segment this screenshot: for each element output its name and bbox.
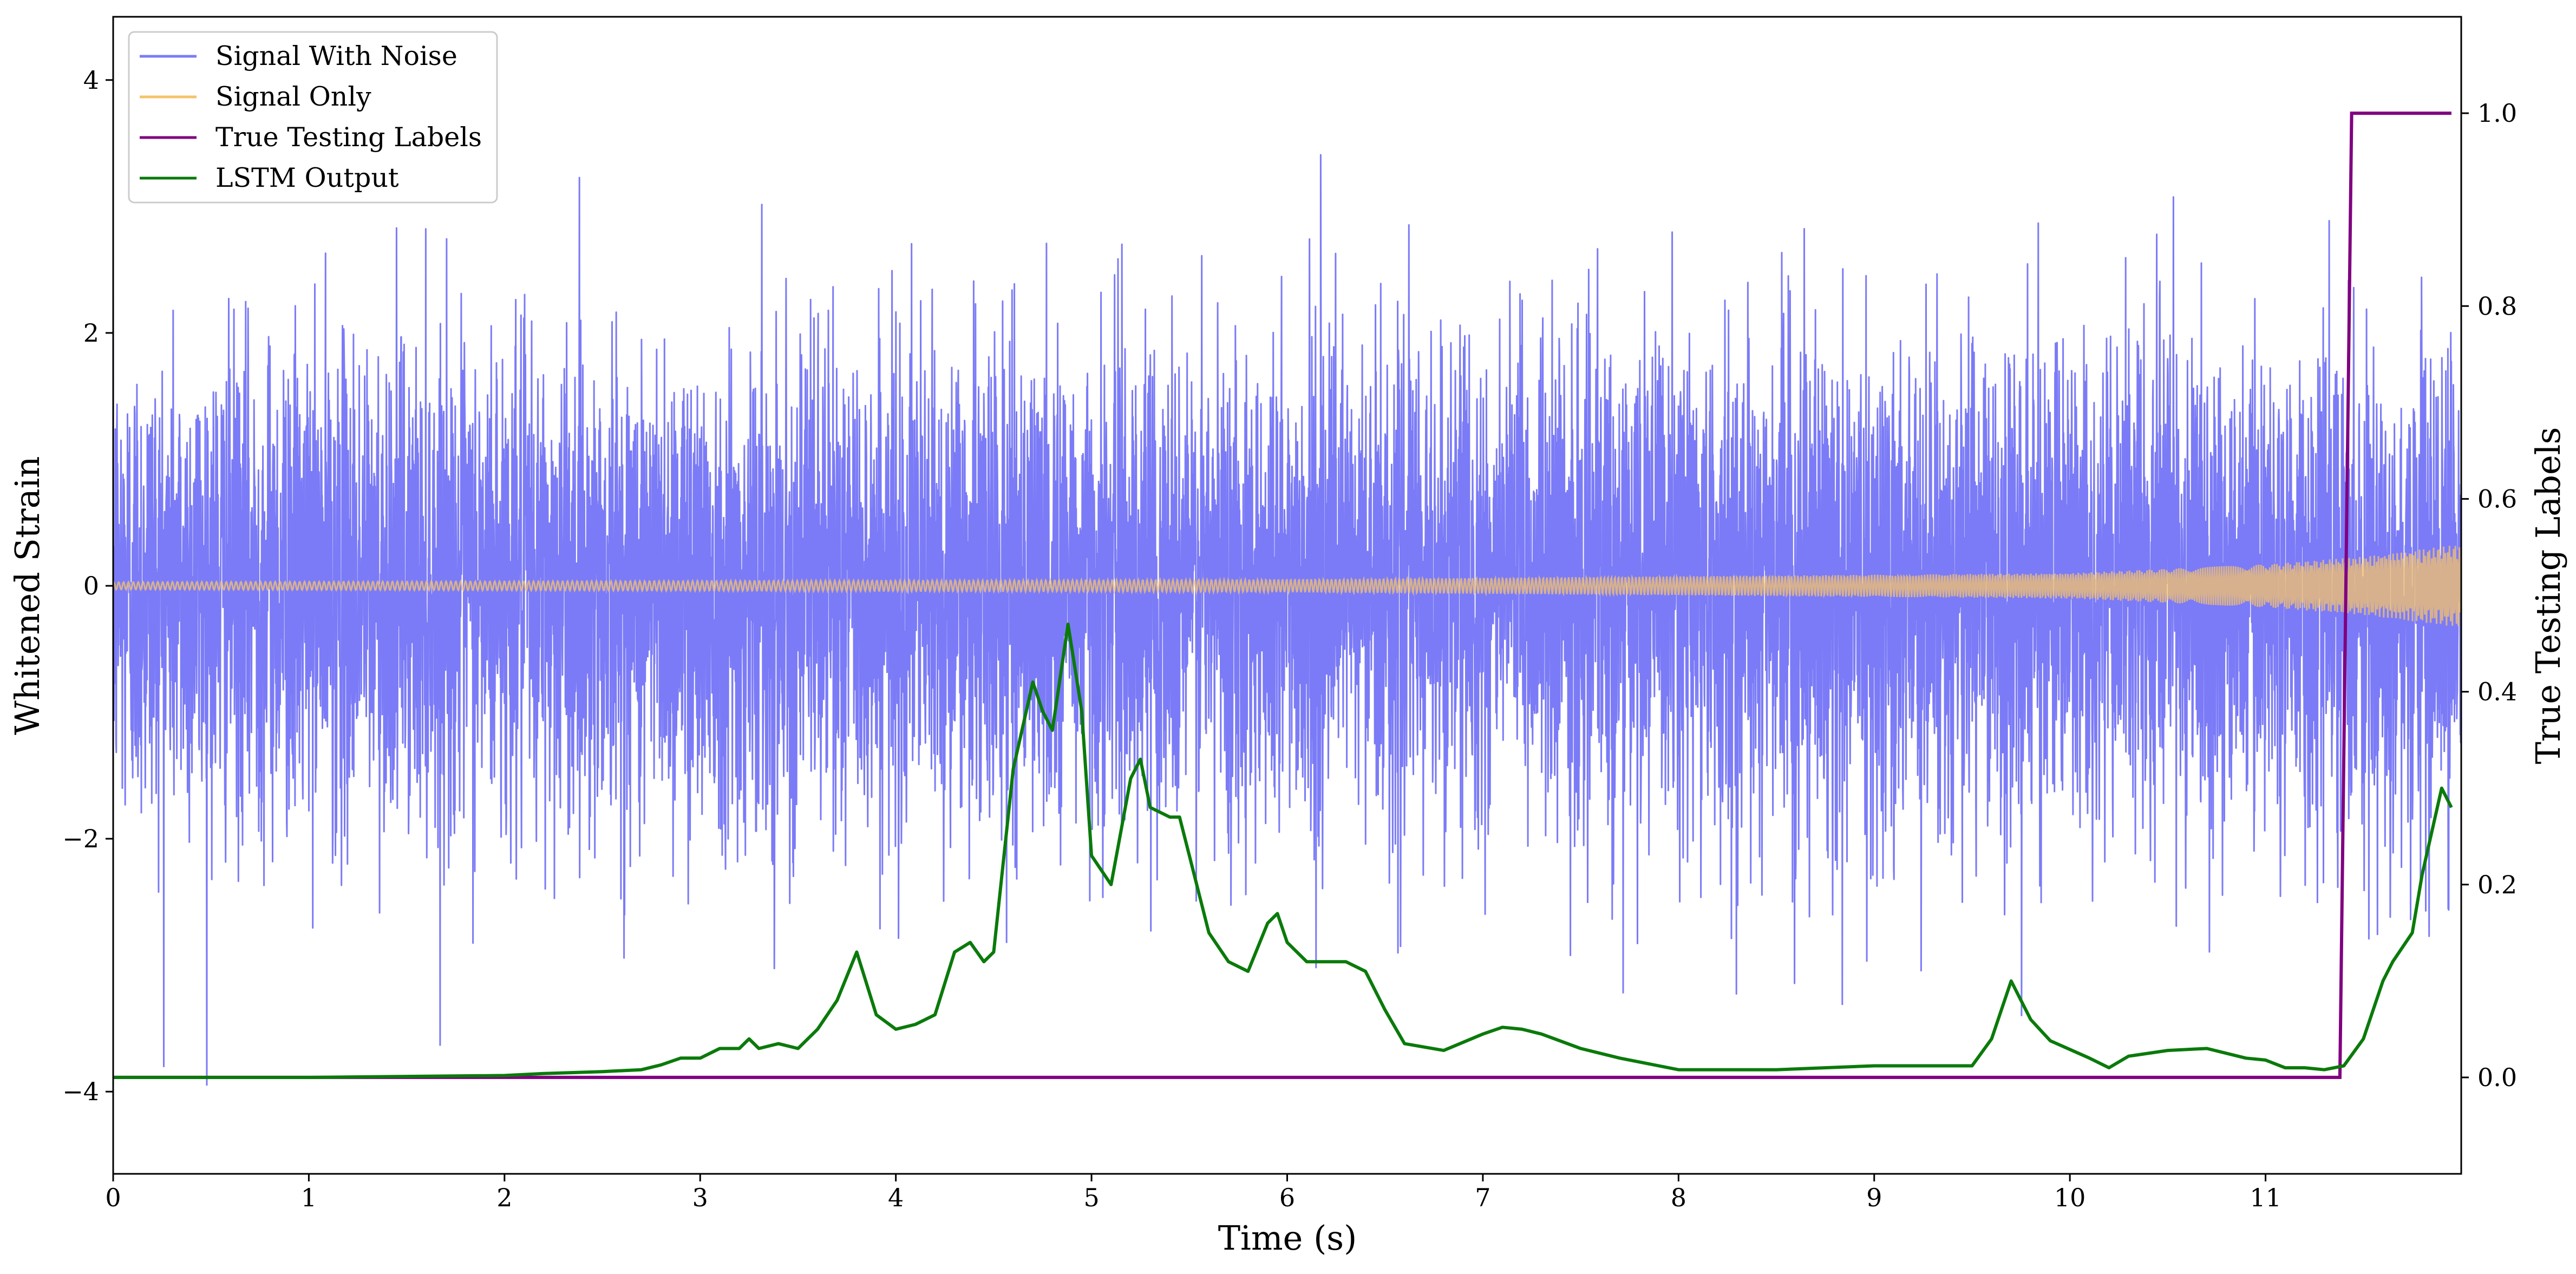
x-tick-label: 6 bbox=[1279, 1183, 1295, 1212]
series-signal-with-noise bbox=[113, 154, 2461, 1086]
x-tick-label: 5 bbox=[1083, 1183, 1099, 1212]
y-tick-label: −4 bbox=[62, 1077, 99, 1106]
y-tick-label: −2 bbox=[62, 824, 99, 853]
x-tick-label: 10 bbox=[2054, 1183, 2086, 1212]
legend-label-true-testing-labels: True Testing Labels bbox=[215, 122, 482, 153]
x-tick-label: 11 bbox=[2250, 1183, 2281, 1212]
x-tick-label: 1 bbox=[301, 1183, 317, 1212]
y2-tick-label: 0.2 bbox=[2477, 870, 2517, 899]
legend-label-signal-only: Signal Only bbox=[215, 81, 371, 112]
y-axis-label: Whitened Strain bbox=[8, 456, 47, 735]
legend-box bbox=[128, 31, 498, 204]
legend: Signal With Noise Signal Only True Testi… bbox=[128, 31, 498, 204]
series-true-testing-labels bbox=[113, 112, 2451, 1079]
y2-tick-label: 0.4 bbox=[2477, 677, 2517, 707]
y-tick-label: 2 bbox=[83, 318, 99, 348]
x-tick-label: 9 bbox=[1866, 1183, 1882, 1212]
series-lstm-output bbox=[113, 622, 2453, 1079]
x-tick-label: 3 bbox=[692, 1183, 708, 1212]
x-tick-label: 0 bbox=[105, 1183, 121, 1212]
y2-tick-label: 0.0 bbox=[2477, 1063, 2517, 1092]
x-tick-label: 4 bbox=[888, 1183, 904, 1212]
y-tick-label: 0 bbox=[83, 571, 99, 600]
y2-tick-label: 1.0 bbox=[2477, 99, 2517, 128]
legend-label-lstm-output: LSTM Output bbox=[215, 162, 399, 193]
x-axis-label: Time (s) bbox=[1218, 1218, 1357, 1258]
x-tick-label: 7 bbox=[1475, 1183, 1490, 1212]
y2-axis-label: True Testing Labels bbox=[2528, 427, 2568, 765]
legend-label-signal-with-noise: Signal With Noise bbox=[215, 41, 457, 71]
series-signal-only bbox=[113, 545, 2461, 626]
x-tick-label: 8 bbox=[1671, 1183, 1686, 1212]
y-tick-label: 4 bbox=[83, 66, 99, 95]
y2-tick-label: 0.8 bbox=[2477, 291, 2517, 321]
y2-tick-label: 0.6 bbox=[2477, 484, 2517, 513]
x-tick-label: 2 bbox=[496, 1183, 512, 1212]
